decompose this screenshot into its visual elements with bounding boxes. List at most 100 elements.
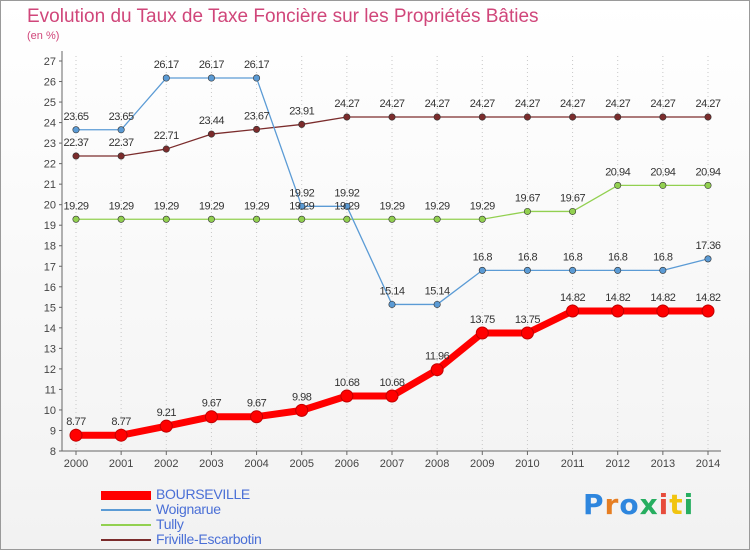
data-point <box>569 207 577 215</box>
logo-letter: o <box>619 488 640 521</box>
data-label: 20.94 <box>605 166 630 178</box>
data-label: 26.17 <box>244 59 269 71</box>
data-point <box>69 428 83 442</box>
data-label: 19.92 <box>289 187 314 199</box>
y-tick-label: 16 <box>44 282 56 294</box>
x-tick-label: 2010 <box>515 458 539 470</box>
data-point <box>569 266 577 274</box>
data-point <box>704 181 712 189</box>
data-label: 16.8 <box>608 251 628 263</box>
data-label: 19.67 <box>560 192 585 204</box>
logo-letter: t <box>669 488 684 521</box>
data-label: 24.27 <box>334 98 359 110</box>
data-label: 16.8 <box>563 251 583 263</box>
data-point <box>701 304 715 318</box>
data-label: 9.67 <box>202 398 222 410</box>
data-label: 19.29 <box>63 200 88 212</box>
y-tick-label: 9 <box>50 425 56 437</box>
series-lines <box>69 74 715 442</box>
data-label: 24.27 <box>605 98 630 110</box>
data-point <box>298 120 306 128</box>
y-tick-label: 10 <box>44 405 56 417</box>
x-tick-label: 2009 <box>470 458 494 470</box>
data-label: 19.29 <box>379 200 404 212</box>
x-tick-label: 2002 <box>154 458 178 470</box>
data-point <box>298 202 306 210</box>
data-point <box>523 207 531 215</box>
logo-letter: P <box>583 488 605 521</box>
data-point <box>385 389 399 403</box>
y-tick-label: 8 <box>50 446 56 458</box>
data-label: 9.21 <box>157 407 177 419</box>
legend-swatch-0 <box>101 491 151 500</box>
data-label: 16.8 <box>653 251 673 263</box>
x-tick-label: 2007 <box>380 458 404 470</box>
logo-letter: i <box>658 488 670 521</box>
data-label: 23.65 <box>109 111 134 123</box>
data-label: 14.82 <box>560 292 585 304</box>
data-point <box>475 326 489 340</box>
data-label: 10.68 <box>334 377 359 389</box>
proxiti-logo: Proxiti <box>583 488 694 521</box>
data-point <box>298 215 306 223</box>
data-point <box>478 113 486 121</box>
legend-swatch-2 <box>101 524 151 526</box>
data-label: 24.27 <box>470 98 495 110</box>
data-point <box>433 113 441 121</box>
data-point <box>430 363 444 377</box>
data-label: 20.94 <box>695 166 720 178</box>
data-label: 9.98 <box>292 391 312 403</box>
data-label: 24.27 <box>379 98 404 110</box>
data-label: 13.75 <box>470 314 495 326</box>
data-point <box>207 130 215 138</box>
data-point <box>569 113 577 121</box>
data-point <box>159 419 173 433</box>
data-label: 16.8 <box>518 251 538 263</box>
y-tick-label: 15 <box>44 302 56 314</box>
x-tick-label: 2013 <box>651 458 675 470</box>
y-tick-label: 17 <box>44 261 56 273</box>
data-point <box>207 74 215 82</box>
legend-label-0: BOURSEVILLE <box>156 486 250 502</box>
legend-swatch-3 <box>101 539 151 541</box>
logo-letter: x <box>639 488 659 521</box>
data-point <box>162 145 170 153</box>
data-point <box>523 113 531 121</box>
data-label: 17.36 <box>695 240 720 252</box>
axes: 8 9 10 11 12 13 14 15 16 17 18 19 20 21 22 23 24 25 26 27 20… <box>44 51 721 470</box>
data-point <box>117 152 125 160</box>
data-point <box>117 215 125 223</box>
x-tick-label: 2011 <box>561 458 585 470</box>
data-label: 9.67 <box>247 398 267 410</box>
data-point <box>659 181 667 189</box>
data-label: 11.96 <box>425 351 450 363</box>
data-label: 19.29 <box>109 200 134 212</box>
data-label: 23.44 <box>199 115 224 127</box>
data-label: 24.27 <box>515 98 540 110</box>
y-tick-label: 21 <box>44 179 56 191</box>
data-point <box>433 300 441 308</box>
data-point <box>250 410 264 424</box>
chart-title: Evolution du Taux de Taxe Foncière sur l… <box>27 6 539 27</box>
data-label: 10.68 <box>379 377 404 389</box>
data-point <box>343 113 351 121</box>
data-label: 19.92 <box>334 187 359 199</box>
data-label: 19.29 <box>154 200 179 212</box>
data-label: 16.8 <box>473 251 493 263</box>
data-point <box>478 266 486 274</box>
data-point <box>72 126 80 134</box>
legend: BOURSEVILLE Woignarue Tully Friville-Esc… <box>101 486 361 547</box>
data-labels: 8.77 8.77 9.21 9.67 9.67 9.98 10.68 10.68 11.96 1… <box>63 59 721 428</box>
data-point <box>704 255 712 263</box>
data-label: 20.94 <box>650 166 675 178</box>
data-point <box>656 304 670 318</box>
data-point <box>614 181 622 189</box>
legend-label-1: Woignarue <box>156 501 221 517</box>
data-point <box>114 428 128 442</box>
data-label: 14.82 <box>695 292 720 304</box>
data-point <box>295 403 309 417</box>
data-label: 22.37 <box>109 137 134 149</box>
data-label: 26.17 <box>154 59 179 71</box>
data-point <box>204 410 218 424</box>
